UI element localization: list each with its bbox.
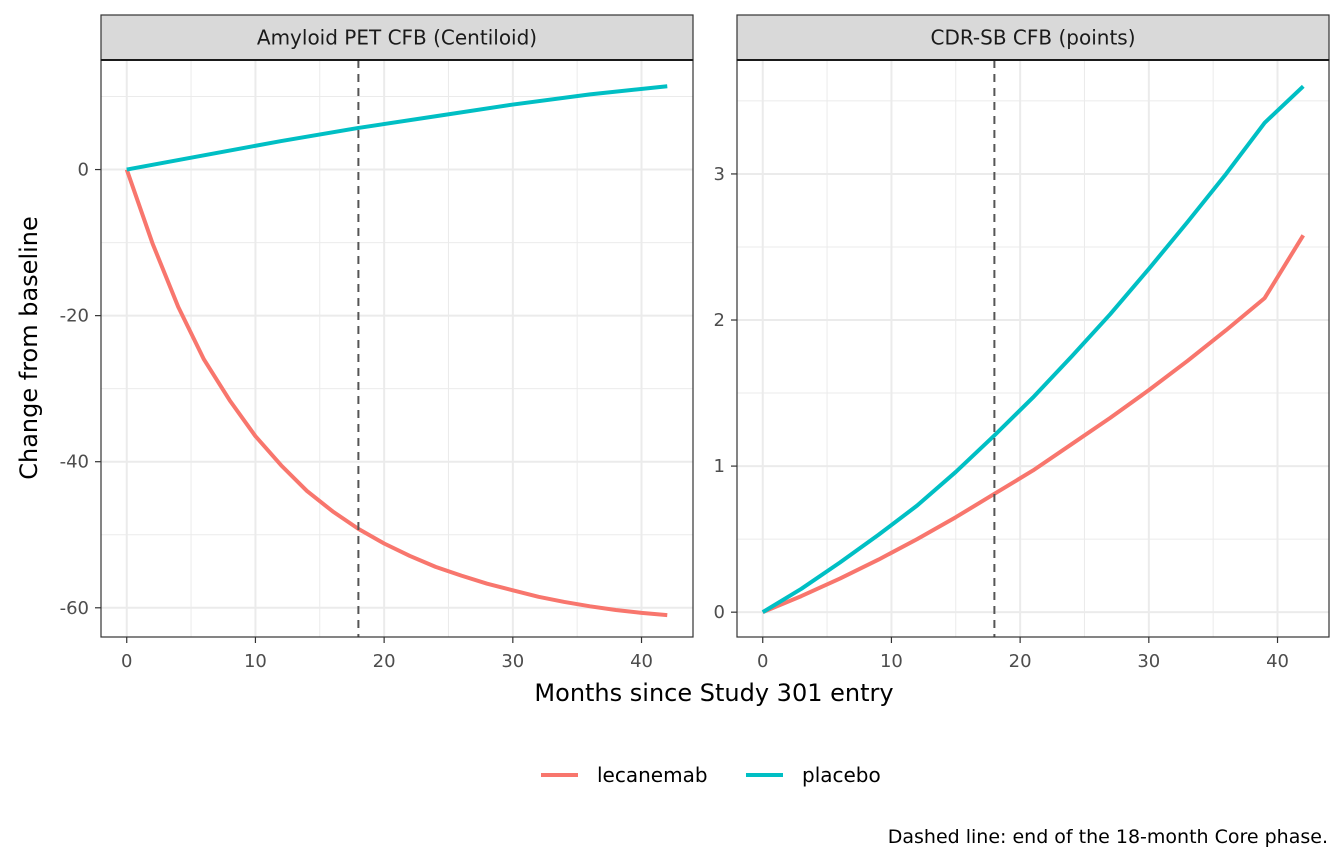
chart-panels: Amyloid PET CFB (Centiloid)0 10 20 30 40-60-… — [60, 14, 1330, 672]
y-tick-label: 2 — [714, 310, 725, 331]
series-line-lecanemab — [124, 168, 668, 618]
series-line-lecanemab — [761, 234, 1305, 615]
legend-item-placebo: placebo — [746, 763, 881, 787]
facet-strip — [100, 14, 694, 61]
y-tick-label: -60 — [60, 598, 89, 619]
legend-label-placebo: placebo — [802, 763, 881, 787]
y-tick-label: 3 — [714, 164, 725, 185]
x-tick-label: 0 — [121, 651, 132, 672]
series-line-placebo — [761, 84, 1305, 614]
x-axis-title: Months since Study 301 entry — [534, 679, 893, 707]
x-tick-label: 0 — [757, 651, 768, 672]
plot-background — [737, 60, 1329, 637]
y-tick-label: -20 — [60, 306, 89, 327]
caption: Dashed line: end of the 18-month Core ph… — [888, 826, 1328, 848]
legend: lecanemab placebo — [541, 763, 881, 787]
y-tick-label: -40 — [60, 452, 89, 473]
facet-strip — [736, 14, 1330, 61]
facet-strip-title: CDR-SB CFB (points) — [930, 26, 1135, 50]
x-tick-label: 30 — [1137, 651, 1160, 672]
series-line-placebo — [126, 84, 668, 172]
y-tick-label: 0 — [714, 602, 725, 623]
legend-item-lecanemab: lecanemab — [541, 763, 708, 787]
y-axis-title: Change from baseline — [15, 216, 43, 480]
x-tick-label: 40 — [630, 651, 653, 672]
x-tick-label: 40 — [1266, 651, 1289, 672]
legend-label-lecanemab: lecanemab — [597, 763, 708, 787]
x-tick-label: 10 — [244, 651, 267, 672]
x-tick-label: 10 — [880, 651, 903, 672]
x-tick-label: 20 — [373, 651, 396, 672]
y-tick-label: 0 — [78, 160, 89, 181]
panel-1: Amyloid PET CFB (Centiloid) 0 10 20 30 40 -60 -… — [60, 14, 694, 672]
panel-2: CDR-SB CFB (points) 0 10 20 30 40 0 1 2 3 — [714, 14, 1330, 672]
facet-strip-title: Amyloid PET CFB (Centiloid) — [257, 26, 537, 50]
y-tick-label: 1 — [714, 456, 725, 477]
x-tick-label: 30 — [501, 651, 524, 672]
x-tick-label: 20 — [1009, 651, 1032, 672]
